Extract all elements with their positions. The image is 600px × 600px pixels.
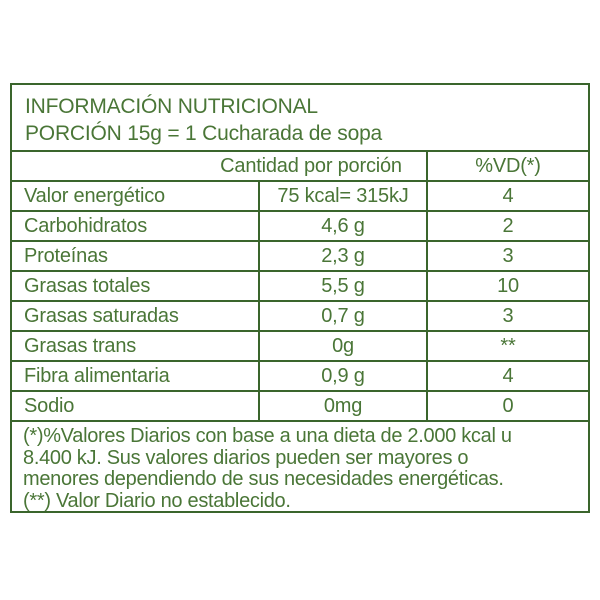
- nutrient-amount: 0g: [258, 332, 426, 360]
- nutrient-name: Fibra alimentaria: [24, 364, 170, 387]
- nutrient-dv: 4: [426, 182, 588, 210]
- table-row: Grasas saturadas 0,7 g 3: [12, 300, 588, 330]
- nutrient-dv: 10: [426, 272, 588, 300]
- nutrient-name: Grasas saturadas: [24, 304, 179, 327]
- nutrient-name: Valor energético: [24, 184, 165, 207]
- column-header-row: Cantidad por porción %VD(*): [12, 150, 588, 180]
- nutrient-dv: 3: [426, 242, 588, 270]
- nutrient-dv: 4: [426, 362, 588, 390]
- label-title: INFORMACIÓN NUTRICIONAL: [25, 95, 318, 118]
- nutrient-amount: 0,7 g: [258, 302, 426, 330]
- table-row: Proteínas 2,3 g 3: [12, 240, 588, 270]
- nutrient-name: Sodio: [24, 394, 75, 417]
- footnote-line: (*)%Valores Diarios con base a una dieta…: [23, 425, 512, 447]
- dv-column-header: %VD(*): [426, 152, 588, 180]
- table-row: Grasas trans 0g **: [12, 330, 588, 360]
- nutrient-dv: 3: [426, 302, 588, 330]
- nutrient-amount: 75 kcal= 315kJ: [258, 182, 426, 210]
- label-header: INFORMACIÓN NUTRICIONAL PORCIÓN 15g = 1 …: [12, 85, 588, 150]
- nutrient-amount: 5,5 g: [258, 272, 426, 300]
- nutrient-amount: 0mg: [258, 392, 426, 420]
- nutrient-name: Proteínas: [24, 244, 108, 267]
- table-row: Sodio 0mg 0: [12, 390, 588, 420]
- table-row: Valor energético 75 kcal= 315kJ 4: [12, 180, 588, 210]
- footnote-line: menores dependiendo de sus necesidades e…: [23, 468, 504, 490]
- table-row: Fibra alimentaria 0,9 g 4: [12, 360, 588, 390]
- nutrient-name: Grasas totales: [24, 274, 151, 297]
- footnote-line: (**) Valor Diario no establecido.: [23, 489, 291, 512]
- nutrient-name: Grasas trans: [24, 334, 137, 357]
- nutrient-amount: 4,6 g: [258, 212, 426, 240]
- nutrient-amount: 0,9 g: [258, 362, 426, 390]
- footnotes: (*)%Valores Diarios con base a una dieta…: [12, 420, 588, 512]
- amount-column-header: Cantidad por porción: [220, 154, 402, 177]
- nutrient-dv: 2: [426, 212, 588, 240]
- nutrient-dv: 0: [426, 392, 588, 420]
- table-row: Grasas totales 5,5 g 10: [12, 270, 588, 300]
- portion-size: PORCIÓN 15g = 1 Cucharada de sopa: [25, 122, 383, 145]
- nutrition-label: INFORMACIÓN NUTRICIONAL PORCIÓN 15g = 1 …: [10, 83, 590, 513]
- table-row: Carbohidratos 4,6 g 2: [12, 210, 588, 240]
- footnote-line: 8.400 kJ. Sus valores diarios pueden ser…: [23, 446, 469, 469]
- nutrient-name: Carbohidratos: [24, 214, 148, 237]
- nutrient-dv: **: [426, 332, 588, 360]
- nutrient-amount: 2,3 g: [258, 242, 426, 270]
